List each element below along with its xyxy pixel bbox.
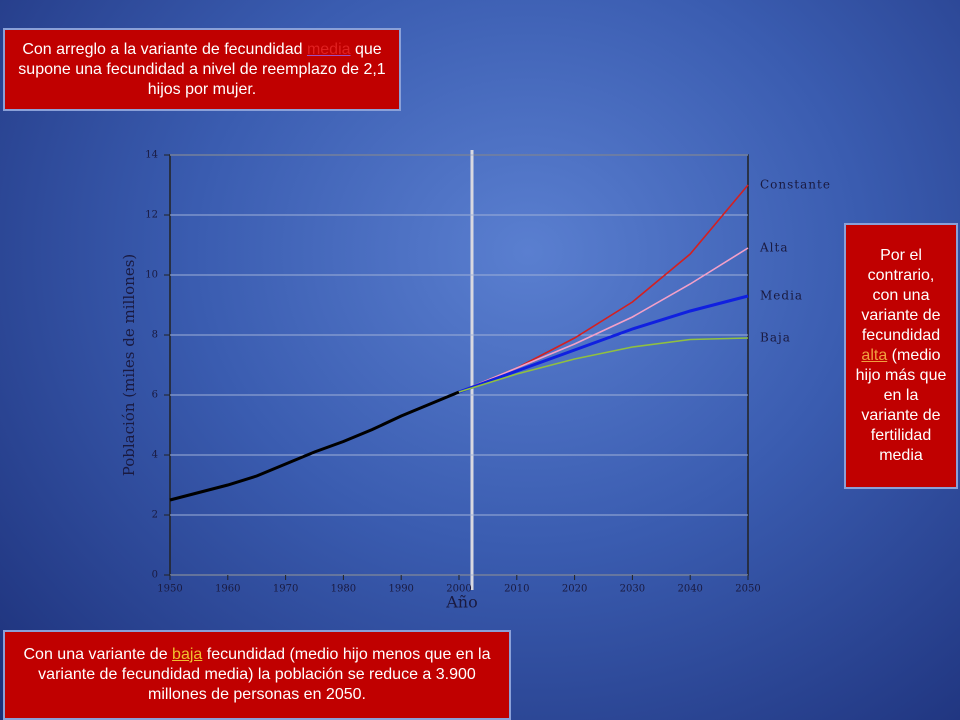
note-text: (medio hijo más que en la variante de fe… [855,347,947,464]
y-tick-label: 0 [152,570,158,581]
x-tick-label: 1980 [331,584,356,595]
x-tick-label: 1990 [388,584,413,595]
series-label: Baja [760,331,791,345]
link[interactable]: baja [172,646,203,663]
x-axis-title: Año [445,593,478,612]
series-line [169,390,460,502]
y-tick-label: 4 [152,450,158,461]
x-tick-label: 2040 [677,584,702,595]
note-text: Con una variante de [23,646,173,663]
link[interactable]: alta [861,347,888,364]
note-bottom: Con una variante de baja fecundidad (med… [3,630,511,720]
x-tick-label: 2020 [562,584,587,595]
note-top: Con arreglo a la variante de fecundidad … [3,28,401,111]
plot-frame [169,154,749,576]
note-right: Por el contrario, con una variante de fe… [844,223,958,489]
y-tick-label: 10 [145,270,158,281]
x-tick-label: 1960 [215,584,240,595]
link[interactable]: media [306,40,351,58]
y-tick-label: 8 [152,330,158,341]
series-label: Constante [760,178,831,192]
x-tick-label: 2000 [446,584,471,595]
y-tick-label: 6 [152,390,158,401]
y-tick-label: 12 [145,210,158,221]
y-tick-label: 2 [152,510,158,521]
series-line [458,184,749,393]
x-tick-label: 2050 [735,584,760,595]
series-line [458,337,749,393]
y-tick-label: 14 [145,150,158,161]
note-text: que supone una fecundidad a nivel de ree… [18,40,386,98]
series-line [458,294,749,394]
y-axis-title: Población (miles de millones) [120,254,138,477]
note-text: Por el contrario, con una variante de fe… [861,247,941,344]
series-label: Media [760,289,803,303]
series-label: Alta [759,241,788,255]
x-tick-label: 2030 [620,584,645,595]
x-tick-label: 2010 [504,584,529,595]
x-tick-label: 1950 [157,584,182,595]
series-line [458,247,749,393]
x-tick-label: 1970 [273,584,298,595]
note-text: fecundidad (medio hijo menos que en la v… [38,646,491,703]
note-text: Con arreglo a la variante de fecundidad [22,40,307,58]
